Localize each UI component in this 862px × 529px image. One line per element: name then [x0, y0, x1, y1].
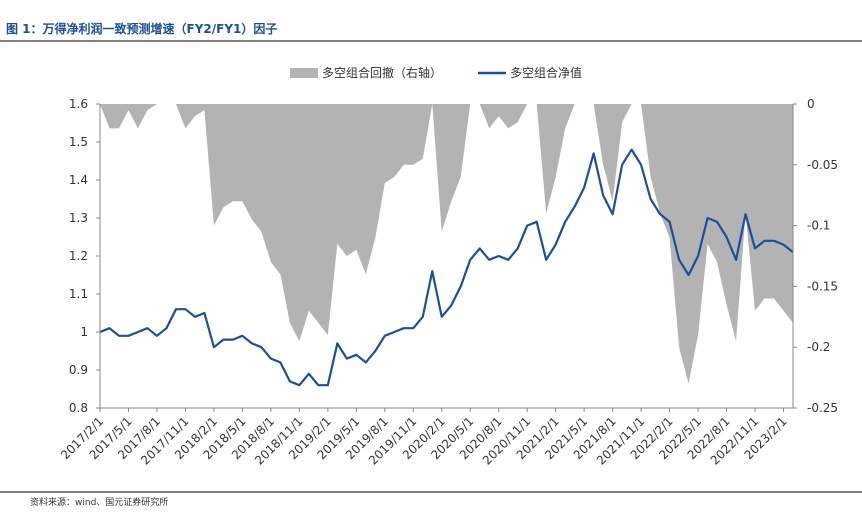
- y-tick-label: 1: [80, 325, 88, 339]
- y2-tick-label: -0.2: [807, 340, 830, 354]
- y2-tick-label: 0: [807, 97, 815, 111]
- y-tick-label: 0.8: [69, 401, 88, 415]
- y-tick-label: 1.4: [69, 173, 88, 187]
- chart-title: 图 1：万得净利润一致预测增速（FY2/FY1）因子: [6, 21, 277, 36]
- legend-label: 多空组合净值: [510, 65, 582, 80]
- source: 资料来源：wind、国元证券研究所: [30, 496, 168, 508]
- y-tick-label: 1.2: [69, 249, 88, 263]
- y-tick-label: 1.5: [69, 135, 88, 149]
- nav-line: [99, 148, 794, 387]
- legend-swatch: [290, 68, 318, 78]
- y2-tick-label: -0.1: [807, 219, 830, 233]
- legend-label: 多空组合回撤（右轴）: [322, 65, 442, 80]
- y-tick-label: 0.9: [69, 363, 88, 377]
- y-tick-label: 1.3: [69, 211, 88, 225]
- y2-tick-label: -0.05: [807, 158, 838, 172]
- y2-tick-label: -0.15: [807, 279, 838, 293]
- y2-tick-label: -0.25: [807, 401, 838, 415]
- y-tick-label: 1.1: [69, 287, 88, 301]
- y-tick-label: 1.6: [69, 97, 88, 111]
- drawdown-area: [100, 104, 793, 384]
